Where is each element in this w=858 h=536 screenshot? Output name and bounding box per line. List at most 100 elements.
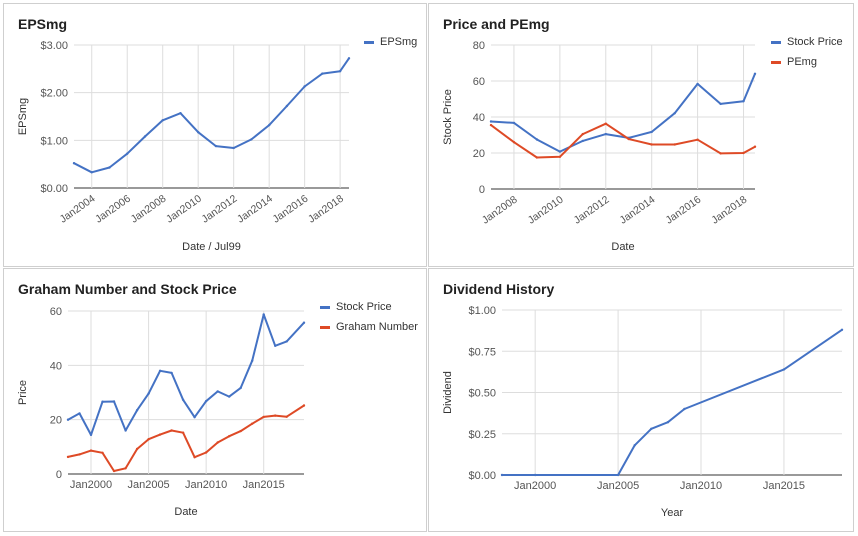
chart-title: Dividend History — [443, 281, 554, 297]
x-tick-label: Jan2010 — [185, 479, 227, 491]
legend-label: Graham Number — [336, 321, 418, 333]
x-tick-label: Jan2012 — [200, 193, 240, 226]
data-point — [558, 150, 562, 153]
graham-number-chart-panel: Graham Number and Stock Price 0 20 40 60 Jan2… — [3, 268, 427, 532]
x-tick-label: Jan2014 — [618, 194, 658, 227]
data-point — [285, 340, 288, 343]
data-point — [753, 72, 757, 76]
data-point — [216, 441, 219, 444]
x-tick-label: Jan2010 — [680, 480, 722, 492]
data-point — [719, 152, 722, 155]
y-axis-title: EPSmg — [17, 98, 29, 135]
data-point — [338, 70, 342, 73]
chart-svg: Graham Number and Stock Price 0 20 40 60 Jan2… — [17, 281, 418, 518]
data-point — [66, 455, 70, 459]
y-tick-label: 20 — [473, 148, 485, 160]
data-point — [673, 143, 676, 146]
data-point — [179, 112, 182, 115]
data-point — [90, 171, 93, 174]
series-line-epsmg — [73, 57, 350, 174]
x-tick-label: Jan2018 — [709, 194, 749, 227]
x-tick-label: Jan2014 — [235, 193, 275, 226]
data-point — [581, 139, 584, 143]
data-point — [158, 369, 162, 372]
y-tick-label: $0.50 — [468, 388, 496, 400]
x-tick-label: Jan2005 — [127, 479, 169, 491]
data-point — [181, 431, 185, 434]
epsmg-chart-panel: EPSmg $0.00 $1.00 $2.00 $3.00 Jan2004 Jan2006 J… — [3, 3, 427, 267]
data-point — [143, 135, 147, 138]
data-point — [250, 138, 253, 141]
data-point — [534, 473, 537, 477]
data-point — [193, 416, 196, 419]
data-point — [228, 435, 231, 438]
chart-svg: Dividend History $0.00 $0.25 $0.50 $0.75 $1.0… — [442, 281, 844, 519]
y-axis-title: Stock Price — [442, 89, 454, 145]
y-tick-label: 40 — [473, 112, 485, 124]
x-tick-label: Jan2016 — [663, 194, 703, 227]
chart-svg: EPSmg$0.00$1.00$2.00$3.00Jan2004Jan2006J… — [17, 16, 417, 253]
data-point — [302, 404, 306, 407]
data-point — [135, 409, 139, 412]
data-point — [66, 418, 70, 421]
data-point — [604, 122, 607, 125]
y-tick-label: 0 — [56, 469, 62, 481]
data-point — [512, 141, 516, 144]
data-point — [204, 400, 208, 403]
y-axis-title: Price — [17, 380, 29, 405]
data-point — [181, 398, 185, 401]
data-point — [112, 469, 116, 473]
data-point — [78, 412, 81, 415]
data-point — [135, 447, 139, 451]
data-point — [274, 414, 277, 417]
legend-swatch — [364, 41, 374, 44]
x-axis-title: Date / Jul99 — [182, 241, 241, 253]
data-point — [268, 123, 271, 127]
x-tick-label: Jan2008 — [480, 194, 520, 227]
data-point — [193, 456, 196, 459]
data-point — [500, 473, 504, 477]
data-point — [170, 429, 173, 432]
data-point — [239, 429, 242, 433]
data-point — [633, 444, 636, 447]
data-point — [197, 131, 200, 134]
y-tick-label: $2.00 — [40, 88, 68, 100]
data-point — [347, 57, 351, 60]
chart-title: Price and PEmg — [443, 16, 550, 32]
data-point — [204, 451, 208, 454]
data-point — [753, 145, 757, 148]
data-point — [321, 72, 324, 75]
y-tick-label: $0.00 — [468, 470, 496, 482]
data-point — [89, 449, 93, 452]
data-point — [782, 368, 786, 371]
y-axis-title: Dividend — [442, 371, 454, 414]
data-point — [604, 132, 607, 136]
series-line-graham-number — [67, 404, 305, 472]
data-point — [558, 155, 562, 158]
data-point — [72, 162, 76, 165]
y-tick-label: 0 — [479, 184, 485, 196]
data-point — [108, 166, 111, 169]
legend-label: Stock Price — [336, 301, 392, 313]
data-point — [161, 119, 164, 122]
legend-label: PEmg — [787, 56, 817, 68]
legend-swatch — [771, 41, 781, 44]
data-point — [666, 421, 670, 424]
data-point — [489, 123, 493, 127]
price-pemg-chart-panel: Price and PEmg 0 20 40 60 80 Jan2008 Jan2010 Jan… — [428, 3, 854, 267]
chart-title: Graham Number and Stock Price — [18, 281, 237, 297]
y-tick-label: $3.00 — [40, 40, 68, 52]
data-point — [170, 371, 173, 375]
x-tick-label: Jan2006 — [93, 193, 133, 226]
data-point — [251, 422, 254, 425]
legend-swatch — [771, 61, 781, 64]
data-point — [126, 152, 129, 155]
legend-label: Stock Price — [787, 36, 843, 48]
data-point — [719, 102, 722, 106]
data-point — [742, 151, 745, 155]
x-tick-label: Jan2005 — [597, 480, 639, 492]
data-point — [650, 427, 653, 430]
data-point — [303, 85, 306, 88]
series-line-pemg — [490, 122, 756, 159]
